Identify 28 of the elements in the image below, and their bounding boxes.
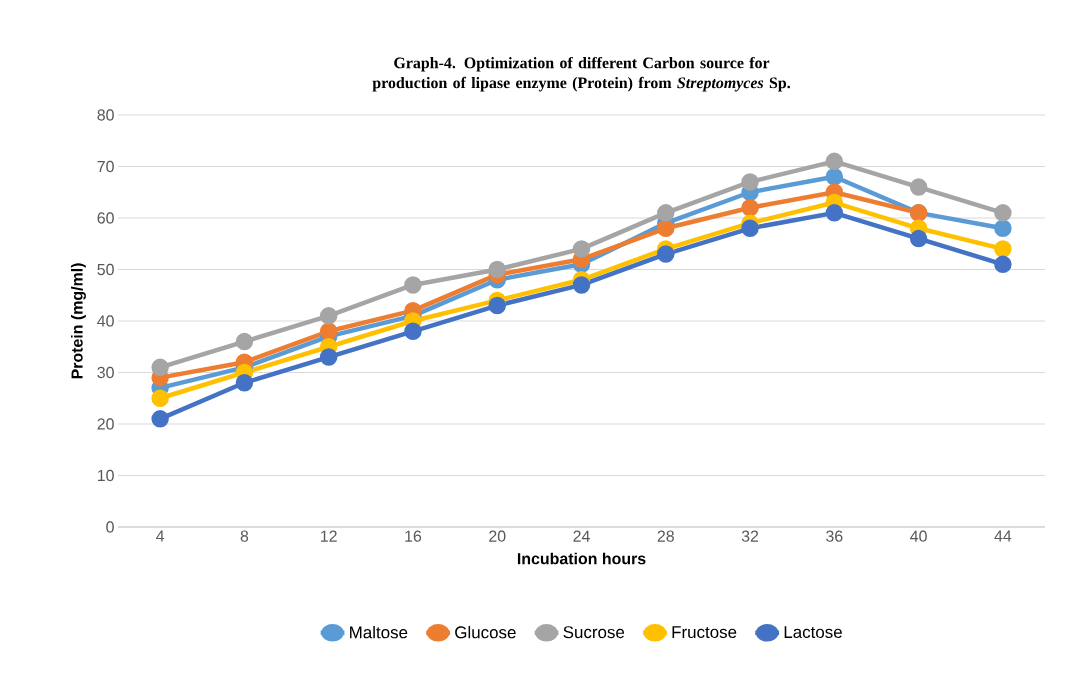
- x-tick-label: 16: [405, 530, 422, 542]
- legend-label: Glucose: [455, 625, 516, 639]
- x-tick-label: 28: [657, 530, 674, 542]
- legend-label: Fructose: [672, 626, 737, 639]
- x-tick-label: 8: [240, 530, 249, 542]
- legend-label: Maltose: [350, 625, 408, 639]
- y-tick-label: 0: [106, 521, 114, 533]
- y-tick-label: 10: [97, 469, 114, 482]
- y-tick-label: 50: [97, 263, 114, 276]
- x-tick-label: 32: [741, 530, 759, 542]
- x-tick-label: 12: [321, 530, 337, 542]
- y-tick-label: 40: [97, 315, 114, 327]
- legend-label: Lactose: [784, 626, 842, 639]
- x-axis-title: Incubation hours: [517, 552, 646, 565]
- x-tick-label: 20: [489, 530, 506, 542]
- y-tick-label: 20: [97, 418, 114, 430]
- legend-label: Sucrose: [563, 626, 625, 639]
- y-tick-label: 30: [97, 366, 114, 379]
- chart-title: Graph-4. Optimization of different Carbon source for production of lipase enzyme (Protein) from Streptomyces Sp.: [372, 56, 790, 92]
- x-tick-label: 4: [156, 530, 165, 542]
- x-tick-label: 24: [573, 530, 590, 542]
- x-tick-label: 40: [910, 530, 927, 542]
- x-tick-label: 44: [994, 530, 1012, 542]
- y-tick-label: 70: [97, 160, 114, 173]
- y-axis-title: Protein (mg/ml): [70, 263, 86, 379]
- x-tick-label: 36: [826, 530, 843, 542]
- y-tick-label: 60: [97, 212, 114, 224]
- y-tick-label: 80: [97, 109, 114, 121]
